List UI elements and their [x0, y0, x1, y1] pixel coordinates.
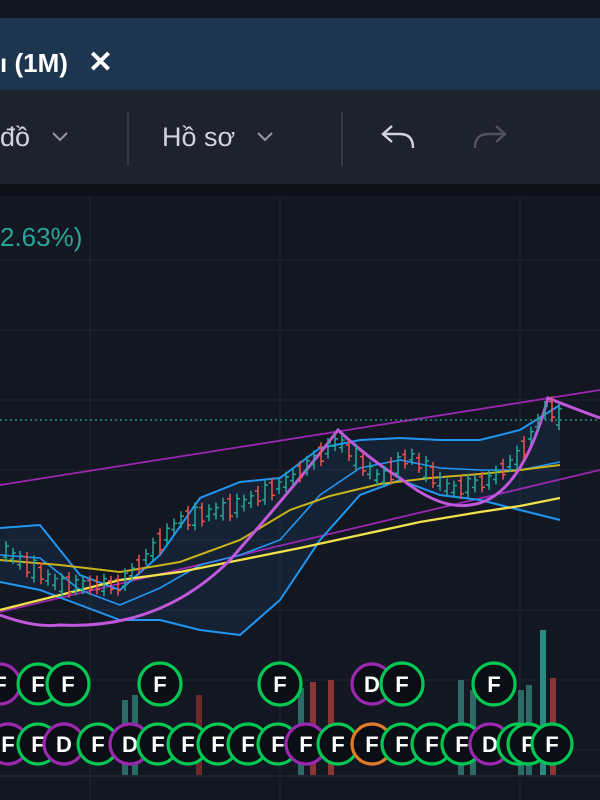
earnings-event-marker[interactable]: F [379, 661, 425, 707]
event-marker-ring [471, 661, 517, 707]
chevron-down-icon [257, 132, 273, 142]
event-marker-label: D [122, 732, 138, 757]
event-marker-label: F [211, 732, 224, 757]
earnings-event-marker[interactable]: F [76, 722, 120, 766]
event-marker-label: D [482, 732, 498, 757]
redo-button[interactable] [472, 90, 508, 184]
event-marker-label: F [299, 732, 312, 757]
event-marker-label: F [331, 732, 344, 757]
event-marker-label: D [56, 732, 72, 757]
event-markers-row-2[interactable]: FFDFDFFFFFFFFFFFDFFF [0, 722, 574, 766]
chart-tab[interactable]: ı (1M) ✕ [0, 42, 113, 84]
chevron-down-icon [52, 132, 68, 142]
event-marker-label: F [241, 732, 254, 757]
event-marker-label: F [91, 732, 104, 757]
event-marker-label: F [181, 732, 194, 757]
earnings-event-marker[interactable]: F [257, 661, 303, 707]
earnings-event-marker[interactable]: F [530, 722, 574, 766]
earnings-event-marker[interactable]: F [350, 722, 394, 766]
toolbar-separator [341, 112, 343, 166]
price-change-percent: 2.63%) [0, 222, 83, 252]
candlestick-series [3, 396, 562, 598]
volume-bar [540, 630, 546, 776]
profile-menu-button[interactable]: Hồ sơ [162, 90, 273, 184]
event-marker-label: F [395, 672, 408, 697]
event-marker-label: F [1, 732, 14, 757]
event-marker-label: F [31, 672, 44, 697]
undo-button[interactable] [380, 90, 416, 184]
event-marker-label: F [455, 732, 468, 757]
earnings-event-marker[interactable]: F [284, 722, 328, 766]
chart-menu-label: đồ [0, 121, 31, 152]
earnings-event-marker[interactable]: F [226, 722, 270, 766]
event-marker-ring [137, 661, 183, 707]
event-marker-label: F [545, 732, 558, 757]
event-marker-label: F [61, 672, 74, 697]
tab-bar: ı (1M) ✕ [0, 18, 600, 107]
channel-lower-line [0, 469, 600, 613]
channel-upper-line [0, 389, 600, 486]
chart-toolbar: đồ Hồ sơ [0, 90, 600, 184]
earnings-event-marker[interactable]: F [380, 722, 424, 766]
event-marker-label: F [365, 732, 378, 757]
event-marker-label: F [487, 672, 500, 697]
earnings-event-marker[interactable]: F [196, 722, 240, 766]
chart-menu-button[interactable]: đồ [0, 90, 68, 184]
event-marker-label: D [364, 672, 380, 697]
event-marker-ring [530, 722, 574, 766]
event-marker-label: F [395, 732, 408, 757]
bollinger-middle-line [0, 459, 561, 606]
earnings-event-marker[interactable]: F [471, 661, 517, 707]
moving-average-short [0, 464, 561, 574]
earnings-event-marker[interactable]: F [137, 661, 183, 707]
earnings-event-marker[interactable]: F [410, 722, 454, 766]
event-marker-label: F [425, 732, 438, 757]
close-icon[interactable]: ✕ [87, 46, 114, 79]
event-marker-label: F [31, 732, 44, 757]
event-marker-label: F [271, 732, 284, 757]
event-marker-ring [45, 661, 91, 707]
event-marker-label: F [273, 672, 286, 697]
profile-menu-label: Hồ sơ [162, 121, 236, 152]
event-marker-label: F [151, 732, 164, 757]
earnings-event-marker[interactable]: F [45, 661, 91, 707]
toolbar-separator [127, 112, 129, 166]
event-marker-ring [257, 661, 303, 707]
event-marker-ring [379, 661, 425, 707]
toolbar-divider-strip [0, 184, 600, 196]
moving-average-long [0, 496, 561, 612]
bollinger-lower-line [0, 478, 561, 637]
bollinger-upper-line [0, 404, 561, 592]
window-top-strip [0, 0, 600, 18]
event-marker-label: F [0, 672, 7, 697]
undo-icon [381, 125, 415, 149]
tab-title: ı (1M) [0, 47, 68, 78]
arc-pattern-line [0, 395, 600, 627]
event-marker-label: F [153, 672, 166, 697]
redo-icon [473, 125, 507, 149]
